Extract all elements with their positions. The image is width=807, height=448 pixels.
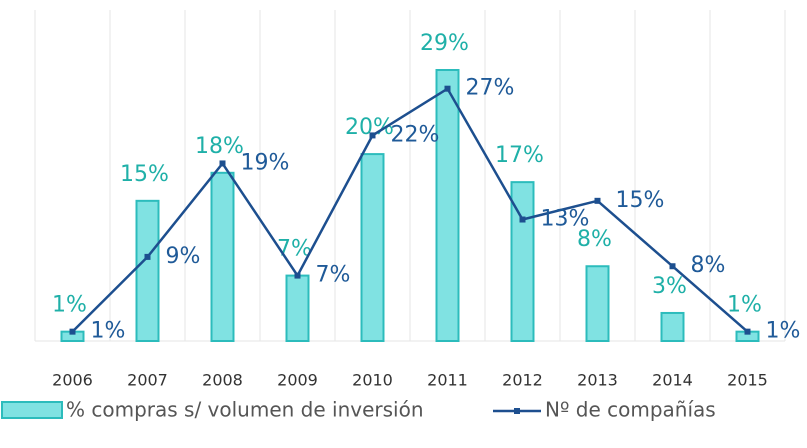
x-tick-label: 2015 bbox=[727, 371, 768, 390]
line-marker bbox=[69, 328, 76, 335]
bar bbox=[585, 265, 610, 343]
x-tick-label: 2010 bbox=[352, 371, 393, 390]
line-marker bbox=[669, 263, 676, 270]
bar bbox=[135, 199, 160, 342]
line-marker bbox=[519, 216, 526, 223]
line-value-label: 8% bbox=[691, 253, 726, 278]
bar-value-label: 3% bbox=[652, 274, 687, 299]
x-tick-label: 2007 bbox=[127, 371, 168, 390]
line-marker bbox=[744, 328, 751, 335]
bar bbox=[360, 153, 385, 342]
bar bbox=[660, 311, 685, 342]
x-tick-label: 2006 bbox=[52, 371, 93, 390]
line-value-label: 9% bbox=[166, 244, 201, 269]
line-value-label: 15% bbox=[616, 188, 665, 213]
bar-value-label: 29% bbox=[420, 31, 469, 56]
line-marker bbox=[219, 160, 226, 167]
line-marker bbox=[369, 132, 376, 139]
x-tick-label: 2009 bbox=[277, 371, 318, 390]
line-marker bbox=[294, 272, 301, 279]
bar-value-label: 17% bbox=[495, 143, 544, 168]
line bbox=[71, 86, 749, 333]
x-tick-label: 2013 bbox=[577, 371, 618, 390]
line-marker bbox=[594, 197, 601, 204]
line-value-label: 1% bbox=[91, 319, 126, 344]
bar bbox=[510, 181, 535, 342]
bar bbox=[435, 69, 460, 342]
legend-swatch bbox=[1, 401, 63, 419]
line-value-label: 7% bbox=[316, 263, 351, 288]
bar-value-label: 8% bbox=[577, 227, 612, 252]
line-marker bbox=[144, 253, 151, 260]
line-value-label: 19% bbox=[241, 150, 290, 175]
line-value-label: 27% bbox=[466, 76, 515, 101]
legend-label: % compras s/ volumen de inversión bbox=[66, 398, 424, 422]
bar-value-label: 1% bbox=[727, 293, 762, 318]
bar-value-label: 18% bbox=[195, 134, 244, 159]
line-value-label: 13% bbox=[541, 207, 590, 232]
x-tick-label: 2008 bbox=[202, 371, 243, 390]
bar bbox=[210, 171, 235, 342]
legend-label: Nº de compañías bbox=[545, 398, 716, 422]
bar-value-label: 15% bbox=[120, 162, 169, 187]
bar bbox=[285, 274, 310, 343]
x-tick-label: 2011 bbox=[427, 371, 468, 390]
line-value-label: 22% bbox=[391, 122, 440, 147]
bar-value-label: 1% bbox=[52, 293, 87, 318]
line-value-label: 1% bbox=[766, 319, 801, 344]
legend-swatch bbox=[514, 408, 520, 414]
line-marker bbox=[444, 85, 451, 92]
x-tick-label: 2014 bbox=[652, 371, 693, 390]
x-tick-label: 2012 bbox=[502, 371, 543, 390]
